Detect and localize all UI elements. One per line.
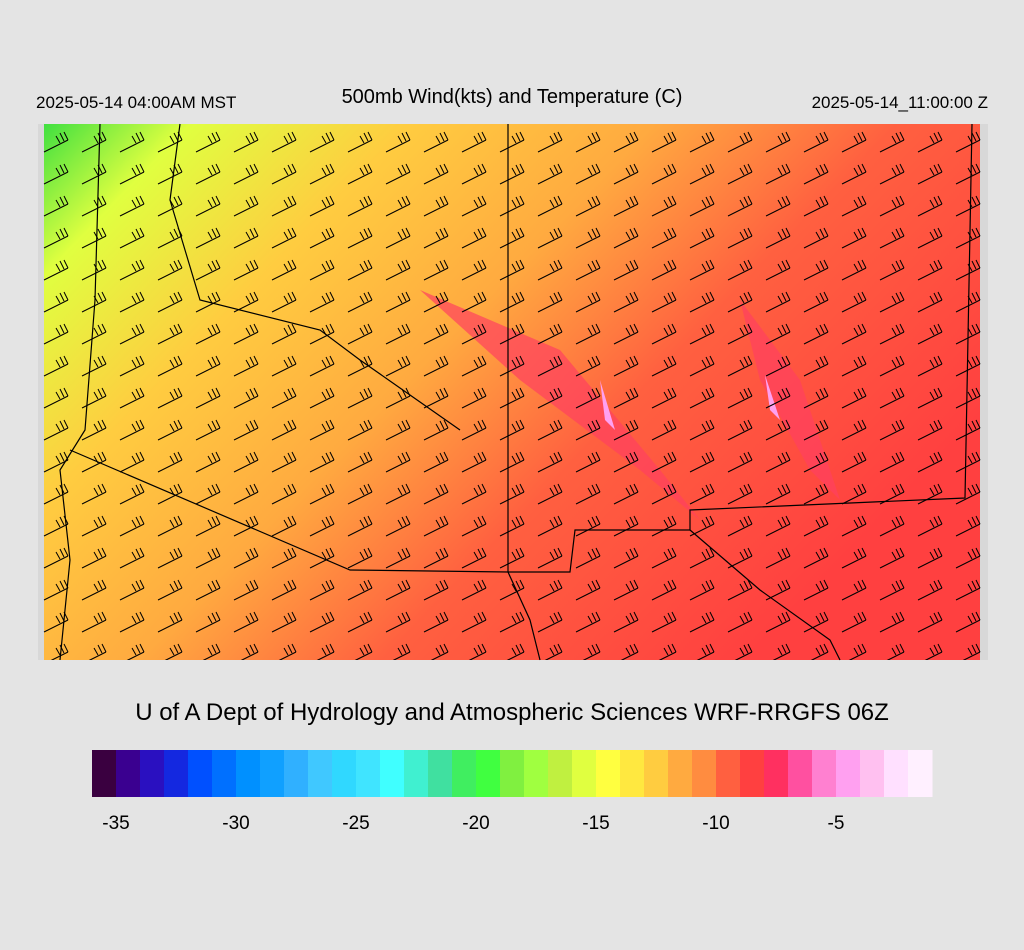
color-swatch [668, 750, 693, 797]
color-swatch [740, 750, 765, 797]
color-swatch [692, 750, 717, 797]
valid-utc-time: 2025-05-14_11:00:00 Z [812, 93, 988, 112]
color-swatch [716, 750, 741, 797]
colorbar-tick-label: -20 [462, 813, 489, 834]
color-swatch [572, 750, 597, 797]
color-swatch [332, 750, 357, 797]
credit: U of A Dept of Hydrology and Atmospheric… [135, 699, 889, 726]
color-swatch [428, 750, 453, 797]
color-swatch [476, 750, 501, 797]
color-swatch [788, 750, 813, 797]
color-swatch [908, 750, 933, 797]
color-swatch [452, 750, 477, 797]
color-swatch [356, 750, 381, 797]
colorbar-tick-label: -35 [102, 813, 129, 834]
colorbar-tick-label: -15 [582, 813, 609, 834]
color-swatch [836, 750, 861, 797]
color-swatch [548, 750, 573, 797]
colorbar-tick-label: -5 [828, 813, 845, 834]
color-swatch [500, 750, 525, 797]
color-swatch [308, 750, 333, 797]
color-swatch [188, 750, 213, 797]
colorbar-tick-label: -25 [342, 813, 369, 834]
color-swatch [524, 750, 549, 797]
color-swatch [260, 750, 285, 797]
color-swatch [620, 750, 645, 797]
color-swatch [404, 750, 429, 797]
colorbar-tick-label: -30 [222, 813, 249, 834]
color-swatch [284, 750, 309, 797]
color-swatch [860, 750, 885, 797]
color-swatch [644, 750, 669, 797]
color-swatch [236, 750, 261, 797]
colorbar-tick-label: -10 [702, 813, 729, 834]
map [38, 123, 988, 661]
color-swatch [884, 750, 909, 797]
color-swatch [596, 750, 621, 797]
valid-local-time: 2025-05-14 04:00AM MST [36, 93, 236, 112]
color-swatch [380, 750, 405, 797]
color-swatch [140, 750, 165, 797]
color-swatch [116, 750, 141, 797]
color-swatch [164, 750, 189, 797]
color-swatch [212, 750, 237, 797]
color-swatch [92, 750, 117, 797]
color-swatch [812, 750, 837, 797]
color-swatch [764, 750, 789, 797]
wind-barbs [38, 124, 988, 660]
colorbar: -35 -30 -25 -20 -15 -10 -5 [92, 750, 933, 834]
map-title: 500mb Wind(kts) and Temperature (C) [342, 86, 683, 108]
